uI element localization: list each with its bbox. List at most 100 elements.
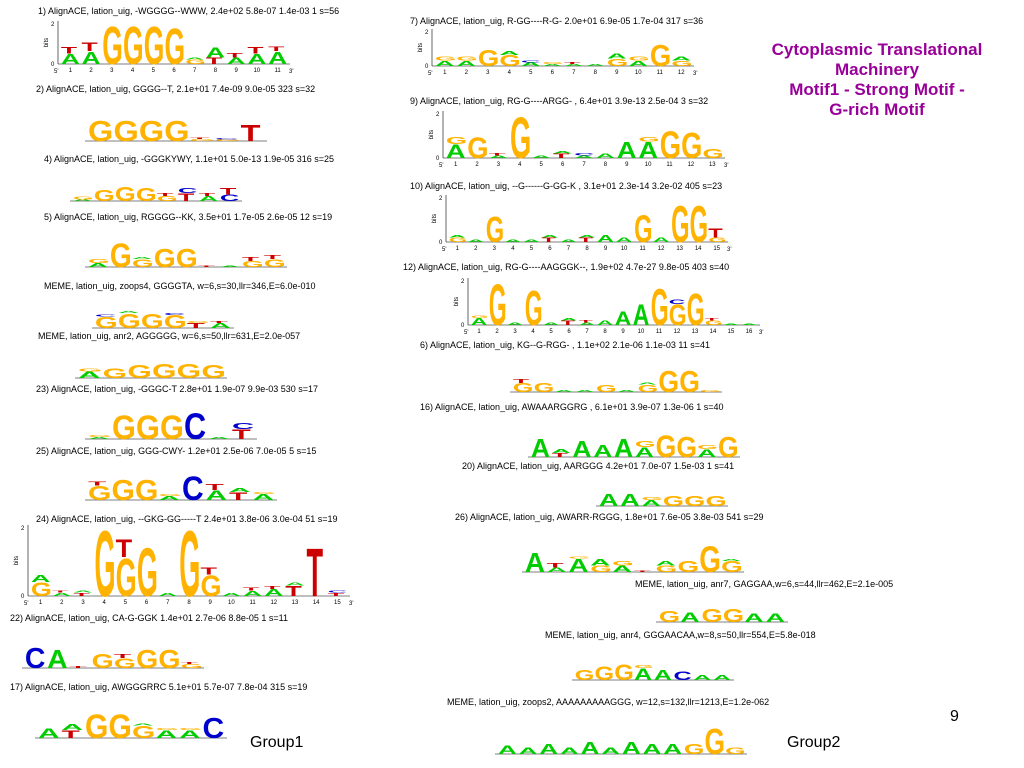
logo-letter-t: T <box>285 582 302 599</box>
logo-letter-a: A <box>653 236 671 244</box>
logo-letter-g: G <box>110 236 132 274</box>
logo-letter-t: T <box>232 426 251 442</box>
logo-letter-g: G <box>467 132 488 165</box>
logo-letter-a: A <box>489 155 509 159</box>
position-tick-label: 13 <box>292 600 299 606</box>
logo-letter-g: G <box>684 492 705 509</box>
logo-end-label: 3' <box>727 247 731 253</box>
motif-caption: 7) AlignACE, lation_uig, R-GG----R-G- 2.… <box>410 16 704 26</box>
position-tick-label: 10 <box>638 329 645 335</box>
logo-letter-a: A <box>568 556 588 577</box>
logo-letter-g: G <box>635 439 656 449</box>
logo-letter-g: G <box>671 194 689 253</box>
logo-letter-c: C <box>232 421 254 430</box>
logo-letter-a: A <box>31 574 51 585</box>
logo-letter-a: A <box>612 564 632 574</box>
logo-letter-t: T <box>578 236 593 244</box>
logo-letter-a: A <box>574 155 594 159</box>
logo-letter-a: A <box>575 390 595 393</box>
logo-letter-a: A <box>155 727 177 740</box>
logo-letter-a: A <box>560 746 579 756</box>
logo-letter-a: A <box>467 239 484 243</box>
sequence-logo: A TA A A A AG G G AG G <box>528 430 740 465</box>
logo-letter-c: C <box>178 187 197 195</box>
position-tick-label: 6 <box>551 70 555 76</box>
logo-letter-a: A <box>615 308 632 330</box>
logo-letter-t: T <box>229 489 248 502</box>
logo-letter-t: T <box>220 187 237 197</box>
logo-letter-g: G <box>663 492 684 509</box>
position-tick-label: 13 <box>709 162 716 168</box>
logo-letter-a: A <box>572 438 591 463</box>
logo-letter-a: A <box>617 138 637 163</box>
logo-letter-a: A <box>554 390 574 393</box>
motif-caption: 24) AlignACE, lation_uig, --GKG-GG-----T… <box>36 514 338 524</box>
logo-letter-g: G <box>656 430 677 465</box>
logo-letter-t: T <box>513 378 530 384</box>
y-tick-label: 2 <box>461 279 465 285</box>
logo-letter-a: A <box>132 723 154 726</box>
logo-letter-g: G <box>725 746 746 756</box>
position-tick-label: 15 <box>334 600 341 606</box>
y-tick-label: 2 <box>51 22 55 28</box>
logo-letter-a: A <box>132 256 152 259</box>
logo-start-label: 5' <box>439 163 443 169</box>
position-tick-label: 14 <box>313 600 320 606</box>
y-axis-label: bits <box>429 130 435 139</box>
logo-letter-a: A <box>543 322 560 326</box>
motif-caption: MEME, lation_uig, anr2, AGGGGG, w=6,s=50… <box>38 331 301 341</box>
position-tick-label: 5 <box>124 600 128 606</box>
logo-letter-g: G <box>542 62 563 65</box>
motif-caption: 10) AlignACE, lation_uig, --G------G-GG-… <box>410 181 723 191</box>
position-tick-label: 2 <box>475 162 479 168</box>
motif-logo: 2 0 bits 5' 3' 1 2 3 4 5 6 7 8 9 10 11 12 13 14 15 G A A T T A G G T… <box>8 512 358 617</box>
logo-letter-a: A <box>596 152 616 159</box>
logo-letter-a: A <box>553 150 573 154</box>
logo-letter-a: A <box>47 645 68 673</box>
position-tick-label: 3 <box>513 329 517 335</box>
y-tick-label: 2 <box>439 196 443 202</box>
position-tick-label: 6 <box>548 246 552 252</box>
logo-letter-a: A <box>435 60 455 68</box>
position-tick-label: 8 <box>604 162 608 168</box>
position-tick-label: 16 <box>746 329 753 335</box>
logo-letter-g: G <box>185 59 206 66</box>
logo-letter-a: A <box>210 322 231 330</box>
logo-letter-g: G <box>659 608 680 626</box>
position-tick-label: 4 <box>518 162 522 168</box>
logo-end-label: 3' <box>289 69 293 75</box>
logo-letter-a: A <box>158 495 180 502</box>
logo-letter-a: A <box>541 234 558 238</box>
logo-letter-t: T <box>181 662 199 665</box>
logo-letter-t: T <box>199 192 216 197</box>
logo-letter-g: G <box>141 310 164 333</box>
logo-letter-a: A <box>456 60 476 68</box>
logo-letter-g: G <box>595 663 615 685</box>
logo-letter-g: G <box>139 116 164 148</box>
logo-letter-c: C <box>202 714 224 745</box>
logo-letter-t: T <box>561 319 576 326</box>
group1-label: Group1 <box>250 734 304 751</box>
sequence-logo: AG G GA G G T A GT GT <box>85 236 287 275</box>
logo-letter-a: A <box>499 50 519 56</box>
y-axis-label: bits <box>418 43 424 52</box>
y-tick-label: 0 <box>51 62 55 68</box>
position-tick-label: 11 <box>666 162 673 168</box>
motif-caption: 17) AlignACE, lation_uig, AWGGGRRC 5.1e+… <box>10 682 308 692</box>
motif-caption: 9) AlignACE, lation_uig, RG-G----ARGG- ,… <box>410 96 709 106</box>
logo-letter-g: G <box>179 727 202 730</box>
logo-letter-a: A <box>243 590 263 598</box>
logo-letter-a: A <box>525 547 545 578</box>
position-tick-label: 1 <box>477 329 481 335</box>
page-number: 9 <box>950 708 959 725</box>
logo-letter-g: G <box>135 476 158 507</box>
position-tick-label: 3 <box>493 246 497 252</box>
position-tick-label: 8 <box>585 246 589 252</box>
position-tick-label: 9 <box>625 162 629 168</box>
